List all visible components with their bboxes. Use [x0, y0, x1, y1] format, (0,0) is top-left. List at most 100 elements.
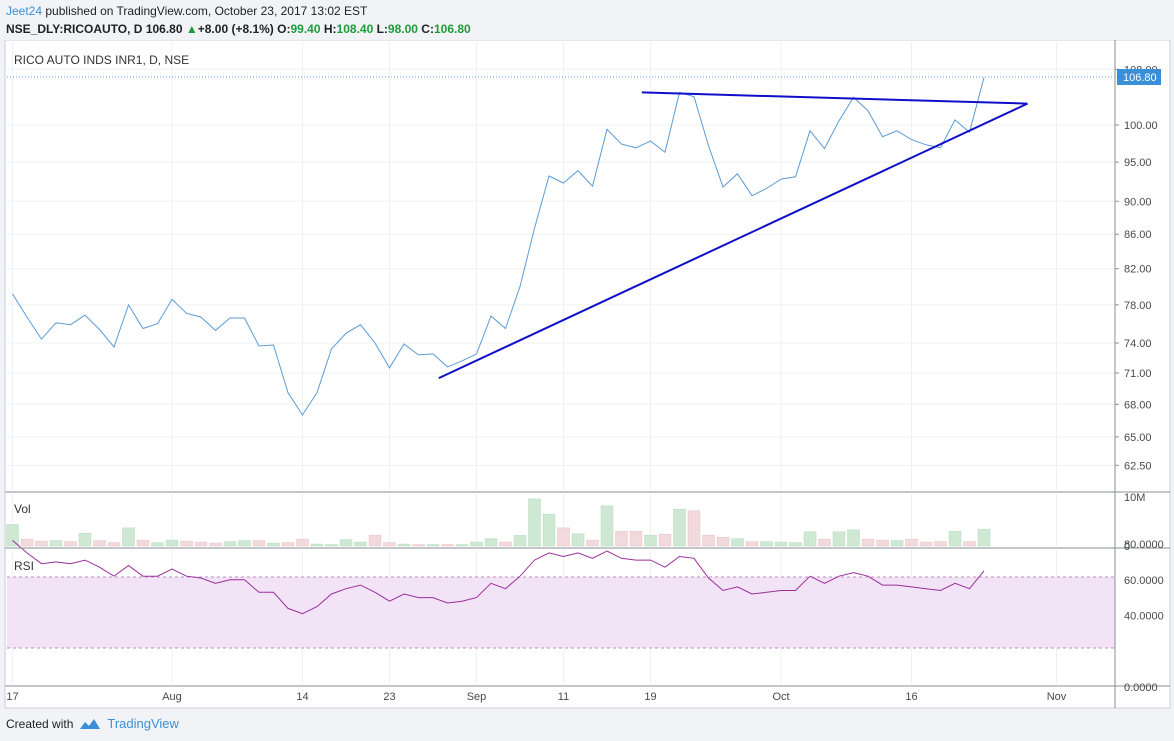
- volume-bar: [455, 544, 469, 547]
- volume-bar: [760, 541, 773, 547]
- price-tick-label: 71.00: [1124, 368, 1152, 380]
- volume-bar: [615, 531, 628, 547]
- volume-bar: [93, 540, 106, 547]
- price-tick-label: 74.00: [1124, 338, 1152, 350]
- volume-bar: [267, 542, 280, 547]
- high-label: H:: [323, 22, 337, 36]
- time-axis[interactable]: 17 Aug 14 23 Sep 11 19 Oct 16 Nov: [6, 691, 1066, 703]
- vol-pane-label: Vol: [14, 502, 31, 516]
- volume-bar: [600, 505, 614, 547]
- volume-bar: [789, 542, 802, 547]
- volume-bar: [383, 542, 396, 547]
- volume-bar: [948, 531, 962, 547]
- volume-bar: [194, 541, 208, 547]
- volume-bar: [35, 540, 48, 547]
- volume-bar: [861, 538, 875, 547]
- volume-bar: [252, 540, 266, 547]
- volume-bar: [397, 543, 411, 547]
- rsi-axis: 0.0000 40.0000 60.0000 80.0000: [1124, 539, 1164, 694]
- volume-bar: [586, 539, 599, 547]
- volume-bar: [832, 531, 846, 547]
- volume-bar: [629, 531, 643, 547]
- volume-bar: [122, 527, 135, 547]
- volume-bar: [165, 539, 179, 547]
- time-tick-label: 19: [644, 691, 656, 703]
- price-tick-label: 90.00: [1124, 196, 1152, 208]
- volume-bar: [644, 534, 657, 547]
- volume-bar: [49, 540, 63, 547]
- time-tick-label: Sep: [467, 691, 487, 703]
- tradingview-logo-icon: [80, 718, 101, 729]
- price-tick-label: 78.00: [1124, 300, 1152, 312]
- rsi-tick-label: 80.0000: [1124, 539, 1164, 551]
- volume-bar: [934, 541, 947, 547]
- chart-area[interactable]: 62.50 65.00 68.00 71.00 74.00 78.00 82.00 86.00…: [0, 40, 1174, 710]
- volume-bar: [484, 538, 498, 547]
- volume-bar: [281, 542, 295, 547]
- rsi-tick-label: 0.0000: [1124, 682, 1158, 694]
- volume-bar: [919, 541, 933, 547]
- volume-bar: [803, 531, 817, 547]
- last-price-badge: [1117, 69, 1161, 85]
- volume-bar: [499, 541, 512, 547]
- price-tick-label: 95.00: [1124, 157, 1152, 169]
- volume-bar: [847, 529, 860, 547]
- volume-bar: [731, 538, 744, 547]
- volume-bar: [557, 527, 570, 547]
- price-tick-label: 82.00: [1124, 264, 1152, 276]
- volume-tick-label: 0: [1124, 541, 1130, 553]
- volume-bar: [905, 538, 918, 547]
- time-tick-label: 16: [905, 691, 917, 703]
- volume-bar: [542, 513, 556, 547]
- change-value: +8.00 (+8.1%): [197, 22, 274, 36]
- volume-bar: [325, 544, 338, 547]
- high-value: 108.40: [336, 22, 374, 36]
- volume-bar: [513, 534, 527, 547]
- volume-bar: [673, 509, 686, 547]
- rsi-band: [7, 577, 1115, 648]
- open-value: 99.40: [290, 22, 321, 36]
- volume-bar: [876, 539, 889, 547]
- rsi-pane-label: RSI: [14, 559, 34, 573]
- volume-bar: [890, 540, 904, 547]
- price-tick-label: 86.00: [1124, 229, 1152, 241]
- volume-bar: [354, 541, 367, 547]
- header-published: Jeet24 published on TradingView.com, Oct…: [6, 4, 367, 18]
- volume-bar: [571, 533, 585, 547]
- open-label: O:: [277, 22, 291, 36]
- volume-bar: [20, 538, 34, 547]
- volume-bar: [136, 539, 150, 547]
- price-tick-label: 65.00: [1124, 432, 1152, 444]
- header-quote: NSE_DLY:RICOAUTO, D 106.80 ▲+8.00 (+8.1%…: [6, 22, 471, 36]
- volume-bar: [470, 541, 483, 547]
- last-price-badge-text: 106.80: [1123, 72, 1157, 84]
- low-value: 98.00: [387, 22, 418, 36]
- trendlines: [438, 91, 1028, 380]
- volume-bar: [107, 542, 121, 547]
- volume-bar: [339, 539, 353, 547]
- volume-bar: [963, 541, 976, 547]
- time-tick-label: 17: [6, 691, 18, 703]
- author-link[interactable]: Jeet24: [6, 4, 43, 18]
- price-tick-label: 68.00: [1124, 399, 1152, 411]
- volume-bar: [412, 544, 425, 547]
- volume-tick-label: 10M: [1124, 492, 1145, 504]
- price-tick-label: 62.50: [1124, 460, 1152, 472]
- volume-bar: [151, 542, 164, 547]
- tradingview-brand-link[interactable]: TradingView: [107, 716, 179, 731]
- trendline: [438, 102, 1028, 380]
- price-axis[interactable]: 62.50 65.00 68.00 71.00 74.00 78.00 82.00 86.00…: [1115, 64, 1158, 472]
- volume-bar: [310, 543, 324, 547]
- volume-bar: [716, 536, 730, 547]
- volume-bar: [223, 541, 237, 547]
- time-tick-label: Nov: [1047, 691, 1067, 703]
- volume-bar: [209, 542, 222, 547]
- volume-bar: [78, 533, 92, 547]
- symbol-name: NSE_DLY:RICOAUTO, D: [6, 22, 143, 36]
- published-text: published on TradingView.com, October 23…: [45, 4, 368, 18]
- change-arrow-icon: ▲: [185, 22, 198, 36]
- volume-bar: [180, 540, 193, 547]
- rsi-series-line: [12, 540, 985, 615]
- time-tick-label: 14: [296, 691, 308, 703]
- volume-bar: [238, 540, 251, 547]
